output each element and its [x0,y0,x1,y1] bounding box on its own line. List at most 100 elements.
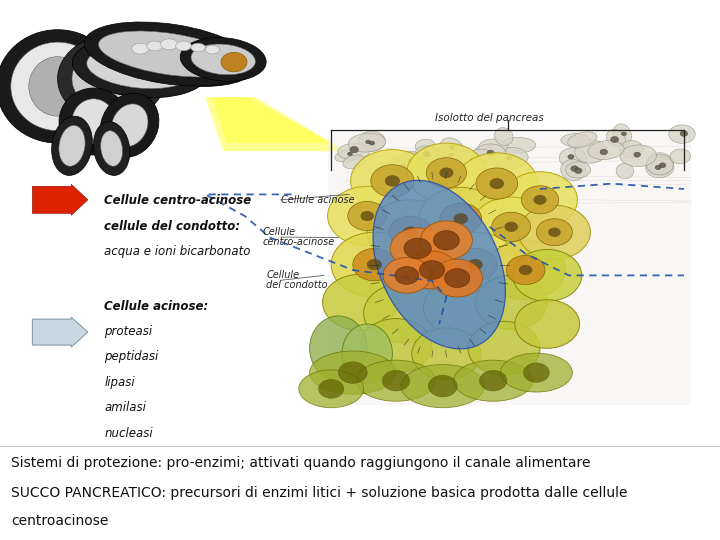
Circle shape [418,265,432,275]
Circle shape [536,219,572,246]
Ellipse shape [87,46,194,89]
Ellipse shape [147,41,163,51]
Ellipse shape [559,148,586,168]
Circle shape [506,255,545,285]
Ellipse shape [115,37,238,82]
Circle shape [505,222,518,232]
Ellipse shape [52,116,92,176]
Ellipse shape [59,125,85,166]
Circle shape [408,159,413,163]
Ellipse shape [205,45,220,54]
Ellipse shape [415,139,435,153]
Circle shape [404,238,431,259]
Circle shape [389,216,432,248]
Text: Cellule: Cellule [266,271,300,280]
Circle shape [468,321,540,375]
Circle shape [400,165,406,169]
Circle shape [350,146,359,153]
Ellipse shape [493,147,528,168]
Circle shape [348,152,352,156]
Ellipse shape [669,125,696,143]
Circle shape [534,195,546,205]
Text: Cellule acinose:: Cellule acinose: [104,300,209,313]
Circle shape [367,259,382,271]
Ellipse shape [335,150,361,162]
Ellipse shape [575,140,607,163]
Circle shape [403,227,418,238]
Circle shape [385,175,400,186]
Ellipse shape [400,151,422,170]
Circle shape [456,153,538,214]
Ellipse shape [29,57,86,116]
Circle shape [331,232,418,297]
Circle shape [449,153,454,157]
Ellipse shape [647,155,673,175]
Ellipse shape [415,146,438,163]
Ellipse shape [343,155,365,168]
Text: SUCCO PANCREATICO: precursori di enzimi litici + soluzione basica prodotta dalle: SUCCO PANCREATICO: precursori di enzimi … [11,486,627,500]
Circle shape [360,319,432,373]
Ellipse shape [561,159,586,180]
Ellipse shape [454,360,533,401]
Circle shape [655,165,661,170]
Circle shape [364,284,443,343]
Ellipse shape [479,139,508,155]
Circle shape [423,151,431,157]
Circle shape [419,261,445,280]
Ellipse shape [191,44,256,75]
Circle shape [390,228,445,269]
Circle shape [486,240,565,300]
Circle shape [412,328,481,380]
Ellipse shape [310,316,367,381]
Circle shape [338,362,367,383]
Circle shape [328,186,407,246]
Circle shape [519,265,532,275]
Circle shape [440,203,482,234]
Circle shape [548,227,561,237]
Circle shape [318,379,344,398]
Circle shape [490,178,504,189]
Circle shape [426,158,467,188]
Ellipse shape [457,149,490,167]
Text: Sistemi di protezione: pro-enzimi; attivati quando raggiungono il canale aliment: Sistemi di protezione: pro-enzimi; attiv… [11,456,590,470]
Ellipse shape [588,140,624,159]
Circle shape [427,169,436,175]
Circle shape [492,212,531,241]
Ellipse shape [161,39,178,50]
Ellipse shape [0,30,119,143]
Ellipse shape [561,133,590,146]
Circle shape [523,363,549,382]
Circle shape [454,248,497,281]
Ellipse shape [359,131,385,151]
Circle shape [660,163,666,168]
Circle shape [433,231,459,250]
Ellipse shape [111,104,148,147]
Ellipse shape [72,46,151,111]
Circle shape [518,205,590,259]
Ellipse shape [99,31,240,77]
Circle shape [611,137,618,143]
Circle shape [439,167,454,178]
Circle shape [366,140,371,144]
Circle shape [506,156,512,160]
Circle shape [472,197,551,256]
Ellipse shape [73,37,208,98]
Circle shape [428,375,457,397]
Circle shape [621,132,626,136]
Ellipse shape [495,127,513,145]
Text: Isolotto del pancreas: Isolotto del pancreas [435,112,544,123]
Circle shape [395,266,418,284]
Ellipse shape [338,143,370,160]
Circle shape [568,154,574,159]
Ellipse shape [606,130,626,147]
Circle shape [470,158,475,162]
Polygon shape [328,130,691,405]
Ellipse shape [155,49,256,86]
Ellipse shape [72,99,115,144]
Circle shape [432,232,518,297]
Ellipse shape [620,140,643,158]
Circle shape [382,370,410,391]
Ellipse shape [58,35,166,122]
Text: centro-acinose: centro-acinose [263,237,335,247]
Circle shape [521,186,559,214]
